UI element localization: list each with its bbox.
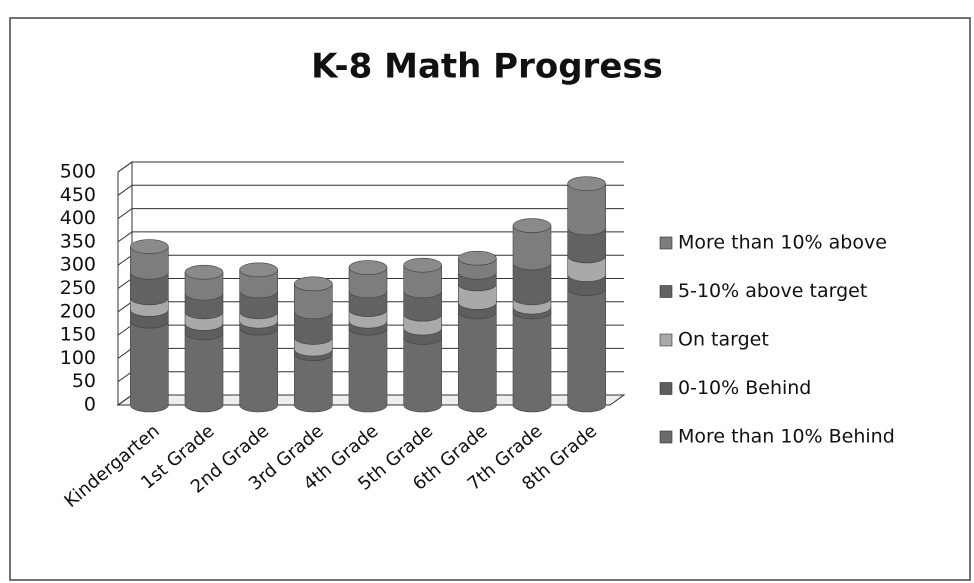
bar-cap: [567, 176, 606, 191]
legend-swatch: [659, 236, 673, 250]
grid-line: [117, 184, 624, 196]
y-tick-label: 50: [72, 370, 96, 392]
y-tick-label: 500: [60, 161, 96, 183]
bar-cap: [130, 239, 169, 254]
y-tick-label: 250: [60, 277, 96, 299]
bar-cap: [348, 260, 388, 275]
grid-line: [117, 161, 624, 173]
legend-label: More than 10% above: [678, 232, 887, 254]
bar-segment: [348, 328, 388, 413]
bar-segment: [512, 311, 552, 413]
bar-segment: [130, 321, 169, 413]
grid-line: [117, 208, 624, 220]
grid-line: [117, 231, 624, 243]
y-tick-label: 450: [60, 184, 96, 206]
bar-segment: [567, 183, 606, 236]
legend-label: 0-10% Behind: [678, 377, 811, 399]
legend-swatch: [659, 382, 673, 395]
bar-segment: [184, 332, 224, 413]
bar-cap: [512, 218, 552, 233]
legend-swatch: [659, 430, 673, 444]
legend-swatch: [659, 285, 673, 298]
bar-cap: [294, 276, 333, 292]
legend-swatch: [659, 333, 673, 347]
bar-cap: [403, 257, 442, 273]
y-tick-label: 0: [84, 394, 96, 416]
chart-title: K-8 Math Progress: [311, 47, 663, 87]
legend-label: On target: [678, 329, 769, 351]
bar-cap: [458, 250, 497, 266]
bar-cap: [184, 264, 224, 280]
bar-segment: [458, 311, 497, 413]
legend-label: 5-10% above target: [678, 280, 867, 302]
y-tick-label: 350: [60, 230, 96, 252]
bar-segment: [294, 353, 333, 413]
y-tick-label: 100: [60, 347, 96, 369]
bar-segment: [567, 288, 606, 413]
y-tick-label: 300: [60, 254, 96, 276]
y-tick-label: 200: [60, 300, 96, 322]
bar-segment: [403, 337, 442, 413]
legend-label: More than 10% Behind: [678, 426, 895, 448]
bar-cap: [239, 262, 278, 278]
y-tick-label: 400: [60, 207, 96, 229]
y-tick-label: 150: [60, 324, 96, 346]
bar-segment: [239, 328, 278, 413]
